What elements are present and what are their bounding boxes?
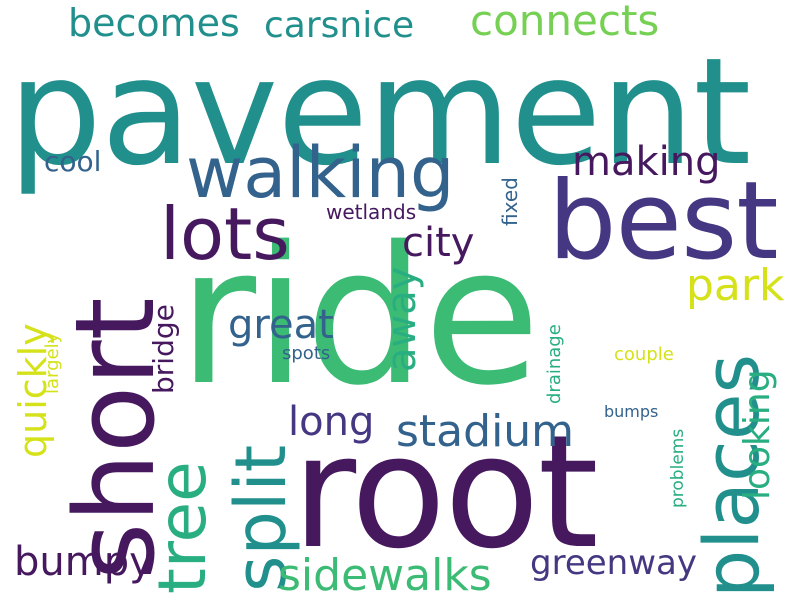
word-best: best: [548, 159, 779, 284]
word-great: great: [228, 302, 334, 348]
word-bumpy: bumpy: [14, 539, 153, 585]
word-root: root: [292, 401, 599, 583]
word-tree: tree: [144, 461, 221, 594]
word-problems: problems: [668, 428, 688, 508]
word-becomes: becomes: [68, 1, 240, 45]
word-lots: lots: [160, 192, 290, 276]
word-carsnice: carsnice: [264, 5, 415, 46]
word-looking: looking: [737, 369, 778, 500]
word-making: making: [572, 139, 721, 185]
word-greenway: greenway: [530, 543, 697, 583]
word-fixed: fixed: [498, 177, 522, 226]
word-drainage: drainage: [544, 324, 565, 404]
word-walking: walking: [186, 132, 455, 214]
word-long: long: [288, 399, 375, 445]
word-largely: largely: [42, 332, 63, 394]
word-wetlands: wetlands: [326, 200, 417, 224]
word-away: away: [379, 266, 425, 372]
word-bridge: bridge: [147, 304, 180, 394]
word-bumps: bumps: [604, 402, 659, 421]
word-ride: ride: [178, 206, 540, 427]
word-city: city: [402, 220, 475, 266]
word-stadium: stadium: [396, 406, 575, 457]
word-park: park: [686, 260, 785, 311]
word-spots: spots: [282, 343, 331, 364]
word-connects: connects: [470, 0, 660, 45]
word-sidewalks: sidewalks: [278, 550, 492, 600]
word-couple: couple: [614, 344, 674, 365]
word-cool: cool: [44, 145, 102, 178]
word-pavement: pavement: [8, 26, 751, 198]
